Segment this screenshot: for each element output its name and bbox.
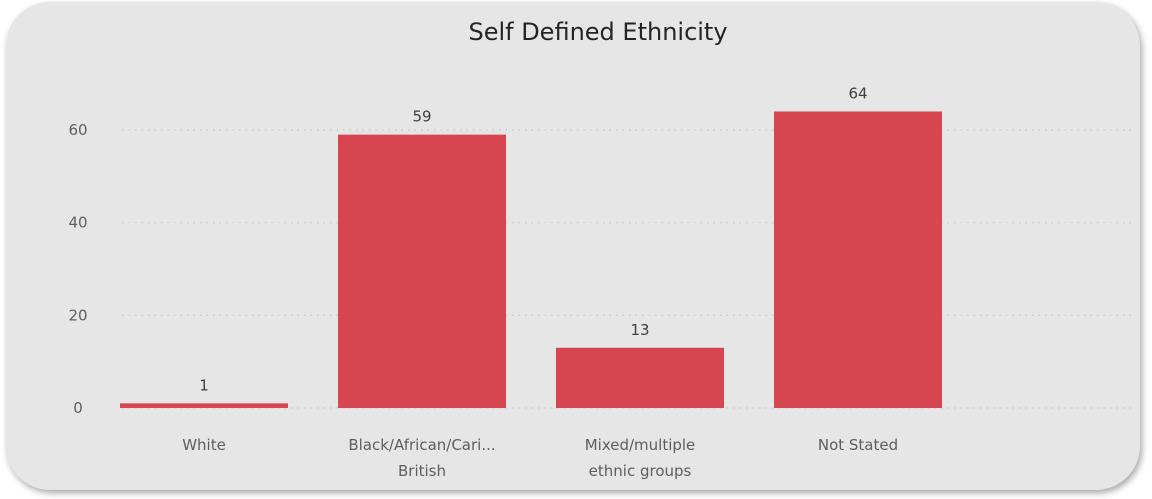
y-tick-label: 60 (68, 121, 87, 139)
data-labels: 1 59 13 64 (199, 84, 867, 394)
data-label: 59 (412, 108, 431, 126)
data-label: 13 (630, 321, 649, 339)
x-category-label: Not Stated (818, 436, 898, 454)
x-category-label: White (182, 436, 226, 454)
chart-card: Self Defined Ethnicity 0 20 40 60 1 59 13 64 W… (6, 2, 1140, 490)
bar-chart: 0 20 40 60 1 59 13 64 White Black/African/Cari.… (6, 2, 1140, 490)
bar[interactable] (556, 348, 724, 408)
x-category-label: ethnic groups (589, 462, 692, 480)
x-axis: White Black/African/Cari... British Mixed/m… (182, 436, 898, 480)
x-category-label: Mixed/multiple (585, 436, 696, 454)
bar[interactable] (338, 135, 506, 408)
y-tick-label: 40 (68, 214, 87, 232)
y-axis: 0 20 40 60 (68, 121, 87, 417)
data-label: 64 (848, 84, 867, 102)
bar[interactable] (120, 403, 288, 408)
bars (120, 111, 942, 408)
y-tick-label: 20 (68, 306, 87, 324)
bar[interactable] (774, 111, 942, 408)
data-label: 1 (199, 376, 209, 394)
x-category-label: Black/African/Cari... (348, 436, 495, 454)
y-tick-label: 0 (73, 399, 83, 417)
x-category-label: British (398, 462, 446, 480)
